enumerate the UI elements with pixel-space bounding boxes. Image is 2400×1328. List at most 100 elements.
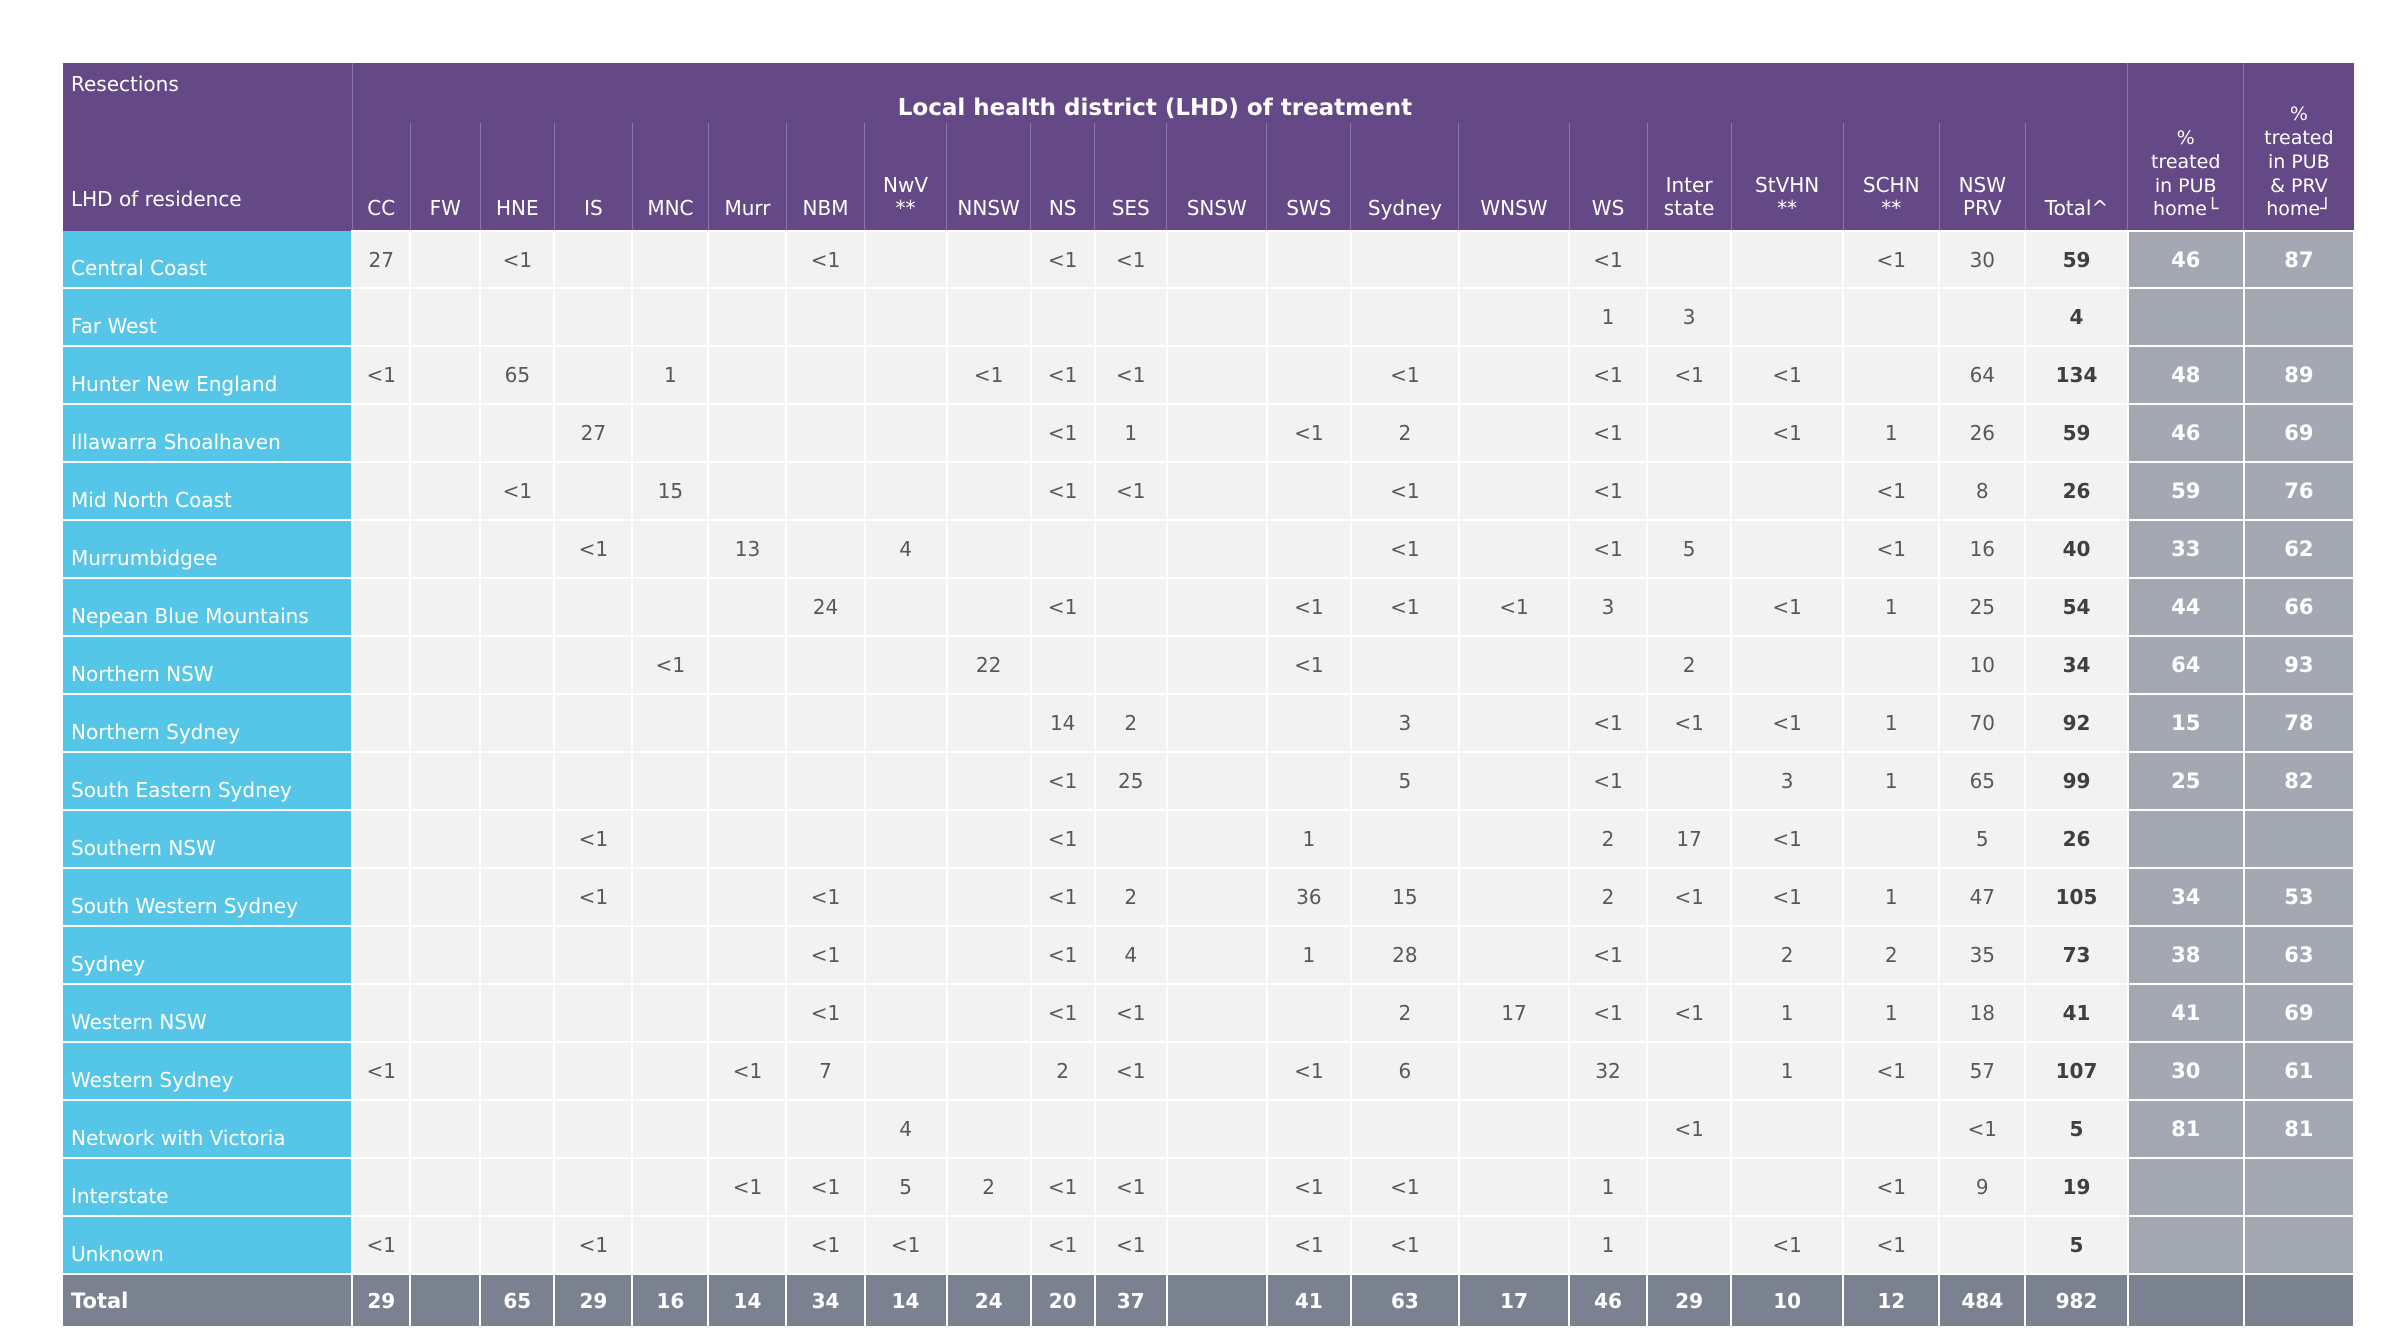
- data-cell: [1165, 287, 1268, 347]
- data-cell: <1: [1842, 461, 1941, 521]
- col-header-sws: SWS: [1266, 123, 1352, 231]
- data-cell: 2: [1730, 925, 1845, 985]
- data-cell: [1457, 287, 1571, 347]
- data-cell: [1568, 1099, 1649, 1159]
- data-cell: [707, 1215, 788, 1275]
- row-label: Western Sydney: [63, 1042, 354, 1101]
- total-row-label: Total: [63, 1274, 354, 1328]
- total-cell: 24: [945, 1273, 1032, 1328]
- data-cell: [1730, 1099, 1845, 1159]
- table-row: Murrumbidgee <1 13 4 <1 <1 5 <1 16 40 33 62: [63, 519, 2356, 579]
- data-cell: [863, 925, 948, 985]
- data-cell: [1165, 1215, 1268, 1275]
- data-cell: 2: [1646, 635, 1733, 695]
- data-cell: <1: [1646, 867, 1733, 927]
- data-cell: 3: [1568, 577, 1649, 637]
- data-cell: [1730, 1157, 1845, 1217]
- data-cell: [409, 925, 482, 985]
- data-cell: 65: [479, 345, 556, 405]
- data-cell: [1165, 345, 1268, 405]
- data-cell: 54: [2024, 577, 2129, 637]
- data-cell: [409, 230, 482, 289]
- data-cell: 25: [1093, 751, 1168, 811]
- pct-cell: 30: [2126, 1041, 2245, 1101]
- table-row: Central Coast 27 <1 <1 <1 <1 <1 <1 30 59 46 87: [63, 230, 2356, 289]
- data-cell: <1: [1568, 403, 1649, 463]
- table-row: Mid North Coast <1 15 <1 <1 <1 <1 <1 8 26 59 76: [63, 461, 2356, 521]
- pct-cell: 64: [2126, 635, 2245, 695]
- data-cell: <1: [1265, 577, 1352, 637]
- data-cell: <1: [1568, 983, 1649, 1043]
- data-cell: [351, 693, 412, 753]
- data-cell: [631, 287, 710, 347]
- data-cell: <1: [863, 1215, 948, 1275]
- data-cell: [1457, 1157, 1571, 1217]
- data-cell: [553, 1099, 634, 1159]
- col-header-nbm: NBM: [786, 123, 866, 231]
- data-cell: [1165, 635, 1268, 695]
- header-title-row: Resections LHD of residence Local health…: [63, 63, 2355, 231]
- data-cell: [479, 287, 556, 347]
- data-cell: [707, 983, 788, 1043]
- data-cell: [409, 1215, 482, 1275]
- data-cell: [409, 751, 482, 811]
- data-cell: [553, 577, 634, 637]
- data-cell: [479, 635, 556, 695]
- pct-cell: 46: [2126, 403, 2245, 463]
- pct-cell: 25: [2126, 751, 2245, 811]
- data-cell: 28: [1349, 925, 1460, 985]
- col-header-fw: FW: [410, 123, 481, 231]
- data-cell: <1: [785, 230, 866, 289]
- data-cell: [553, 693, 634, 753]
- data-cell: [1265, 1099, 1352, 1159]
- data-cell: [863, 461, 948, 521]
- data-cell: [1265, 983, 1352, 1043]
- data-cell: [631, 1215, 710, 1275]
- data-cell: 2: [1842, 925, 1941, 985]
- data-cell: 40: [2024, 519, 2129, 579]
- data-cell: [1029, 1099, 1096, 1159]
- total-cell: 41: [1265, 1273, 1352, 1328]
- data-cell: [863, 230, 948, 289]
- data-cell: [351, 287, 412, 347]
- data-cell: [707, 809, 788, 869]
- data-cell: 3: [1349, 693, 1460, 753]
- data-cell: [945, 751, 1032, 811]
- data-cell: [1165, 867, 1268, 927]
- data-cell: 6: [1349, 1041, 1460, 1101]
- table-row: Northern NSW <1 22 <1 2 10 34 64 93: [63, 635, 2356, 695]
- total-cell: 982: [2024, 1273, 2129, 1328]
- row-label: Interstate: [63, 1158, 354, 1217]
- col-header-nswprv: NSW PRV: [1939, 123, 2026, 231]
- total-cell: 17: [1457, 1273, 1571, 1328]
- data-cell: 1: [1568, 287, 1649, 347]
- data-cell: <1: [1730, 1215, 1845, 1275]
- data-cell: <1: [1265, 403, 1352, 463]
- data-cell: [1457, 635, 1571, 695]
- data-cell: <1: [1029, 925, 1096, 985]
- data-cell: 8: [1938, 461, 2027, 521]
- data-cell: <1: [1349, 519, 1460, 579]
- data-cell: 19: [2024, 1157, 2129, 1217]
- data-cell: [945, 287, 1032, 347]
- data-cell: [409, 403, 482, 463]
- data-cell: 15: [631, 461, 710, 521]
- data-cell: 5: [863, 1157, 948, 1217]
- data-cell: <1: [631, 635, 710, 695]
- data-cell: <1: [1646, 693, 1733, 753]
- treatment-title: Local health district (LHD) of treatment: [352, 63, 2129, 123]
- row-label: Southern NSW: [63, 810, 354, 869]
- data-cell: [409, 635, 482, 695]
- total-cell: 16: [631, 1273, 710, 1328]
- data-cell: [707, 403, 788, 463]
- data-cell: 26: [2024, 809, 2129, 869]
- data-cell: [707, 577, 788, 637]
- table-row: South Western Sydney <1 <1 <1 2 36 15 2 <1 <1 1 47 1…: [63, 867, 2356, 927]
- table-row: South Eastern Sydney <1 25 5 <1 3 1 65 99 25 82: [63, 751, 2356, 811]
- data-cell: 13: [707, 519, 788, 579]
- data-cell: [409, 1041, 482, 1101]
- data-cell: <1: [1093, 983, 1168, 1043]
- col-header-schn: SCHN **: [1843, 123, 1940, 231]
- data-cell: [479, 1157, 556, 1217]
- data-cell: <1: [1842, 519, 1941, 579]
